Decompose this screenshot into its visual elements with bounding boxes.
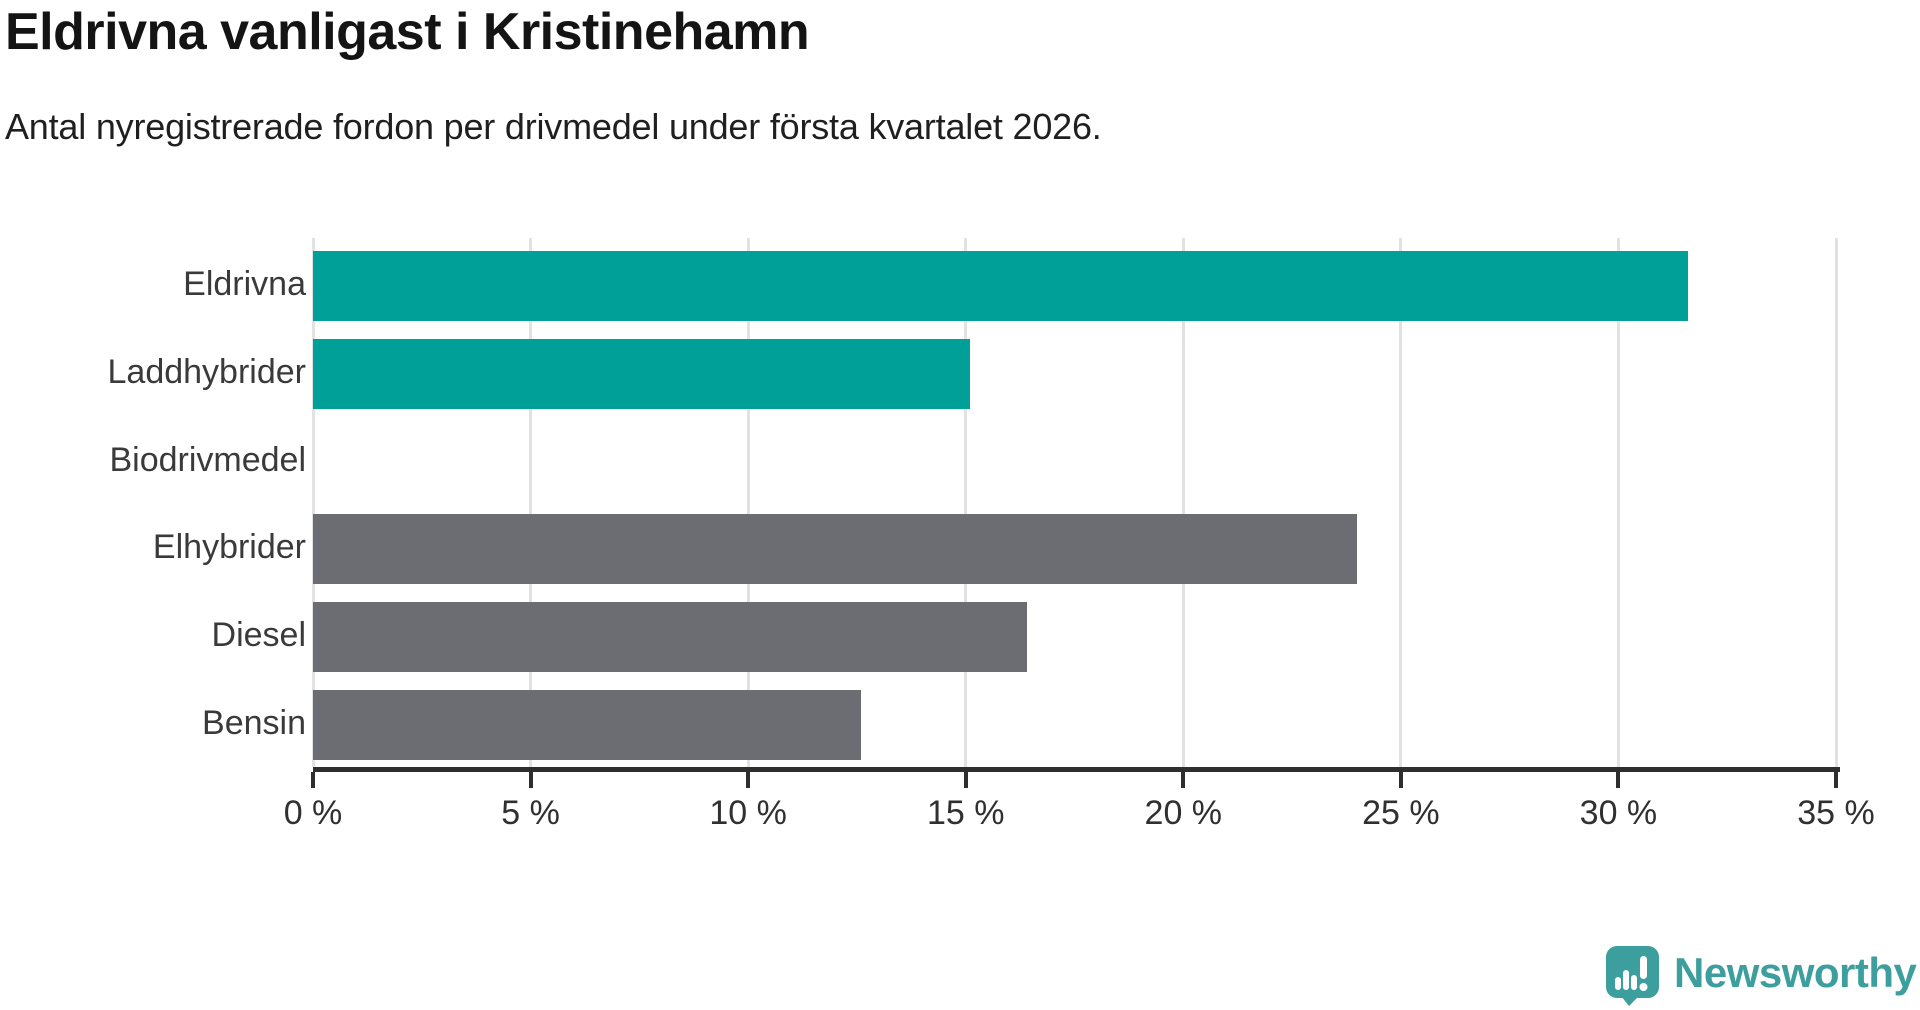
category-label-diesel: Diesel [211, 616, 306, 655]
newsworthy-wordmark: Newsworthy [1674, 949, 1917, 996]
plot-area [311, 238, 1838, 767]
tick-25 [1398, 772, 1403, 788]
newsworthy-logo: Newsworthy [1606, 946, 1917, 1006]
bar-laddhybrider [313, 338, 971, 409]
category-axis-labels: Eldrivna Laddhybrider Biodrivmedel Elhybrid… [0, 238, 306, 767]
chart-subtitle: Antal nyregistrerade fordon per drivmede… [5, 106, 1102, 147]
category-label-eldrivna: Eldrivna [183, 264, 306, 303]
tick-label-10: 10 % [709, 794, 787, 832]
tick-label-20: 20 % [1144, 794, 1223, 832]
tick-label-5: 5 % [501, 794, 560, 832]
gridline-5 [529, 238, 533, 767]
bar-bensin [313, 690, 862, 761]
tick-label-35: 35 % [1797, 794, 1875, 832]
tick-label-30: 30 % [1579, 794, 1658, 832]
gridline-35 [1834, 238, 1838, 767]
gridline-25 [1399, 238, 1403, 767]
category-label-bensin: Bensin [202, 704, 306, 743]
gridline-15 [964, 238, 968, 767]
tick-15 [963, 772, 968, 788]
tick-20 [1181, 772, 1186, 788]
gridline-0 [311, 238, 315, 767]
tick-0 [311, 772, 315, 788]
tick-label-25: 25 % [1362, 794, 1440, 832]
category-label-biodrivmedel: Biodrivmedel [109, 440, 306, 479]
newsworthy-pin-icon [1606, 946, 1659, 1006]
bar-diesel [313, 602, 1027, 673]
gridline-20 [1181, 238, 1185, 767]
tick-30 [1616, 772, 1621, 788]
category-label-elhybrider: Elhybrider [152, 528, 306, 567]
chart-title: Eldrivna vanligast i Kristinehamn [5, 3, 810, 61]
tick-35 [1834, 772, 1838, 788]
gridline-30 [1616, 238, 1620, 767]
x-axis-line [313, 767, 1840, 772]
bar-eldrivna [313, 250, 1689, 321]
gridline-10 [746, 238, 750, 767]
tick-label-15: 15 % [926, 794, 1005, 832]
bar-elhybrider [313, 514, 1358, 585]
tick-label-0: 0 % [283, 794, 343, 832]
category-label-laddhybrider: Laddhybrider [107, 352, 306, 391]
tick-5 [528, 772, 533, 788]
tick-10 [746, 772, 751, 788]
